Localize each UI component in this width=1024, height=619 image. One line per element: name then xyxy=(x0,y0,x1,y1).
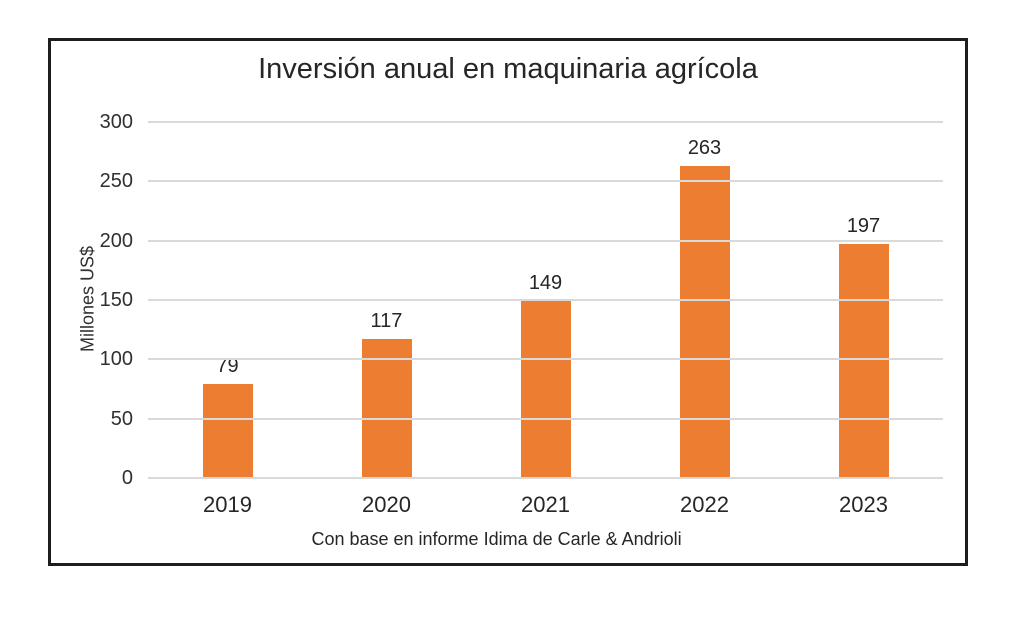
bar-value-label: 79 xyxy=(216,355,239,378)
x-tick-label: 2019 xyxy=(203,492,252,517)
y-tick-label: 0 xyxy=(121,467,133,489)
bar xyxy=(202,384,253,478)
y-tick-label: 50 xyxy=(110,407,133,430)
bar-slot: 117 xyxy=(307,122,466,478)
bar xyxy=(520,301,571,478)
bar-series: 79 117 149 263 197 xyxy=(148,122,943,478)
y-tick-label: 300 xyxy=(99,111,133,133)
gridline xyxy=(148,239,943,242)
x-tick-label: 2021 xyxy=(521,492,570,517)
y-tick-label: 150 xyxy=(99,289,133,311)
y-tick-label: 100 xyxy=(99,348,133,371)
y-tick-label: 250 xyxy=(99,170,133,193)
gridline xyxy=(148,121,943,123)
x-axis-tick-labels: 2019 2020 2021 2022 2023 xyxy=(148,492,943,518)
gridline xyxy=(148,299,943,301)
gridline xyxy=(148,477,943,479)
bar xyxy=(838,244,889,478)
gridline xyxy=(148,417,943,420)
bar-value-label: 197 xyxy=(846,215,881,238)
bar-slot: 263 xyxy=(625,122,784,478)
bar-value-label: 149 xyxy=(528,272,563,295)
x-tick-label: 2023 xyxy=(839,492,888,517)
x-tick-label: 2020 xyxy=(362,492,411,517)
y-axis-tick-labels: 0 50 100 150 200 250 300 xyxy=(51,112,133,488)
chart-title: Inversión anual en maquinaria agrícola xyxy=(258,53,758,85)
bar-value-label: 263 xyxy=(687,136,722,159)
source-caption: Con base en informe Idima de Carle & And… xyxy=(311,529,682,549)
bar xyxy=(679,165,730,478)
gridline xyxy=(148,358,943,361)
gridline xyxy=(148,180,943,183)
bar-slot: 149 xyxy=(466,122,625,478)
y-tick-label: 200 xyxy=(99,229,133,252)
chart-frame: Inversión anual en maquinaria agrícola M… xyxy=(48,38,968,566)
plot-area: 79 117 149 263 197 xyxy=(148,121,943,479)
bar-slot: 79 xyxy=(148,122,307,478)
bar-value-label: 117 xyxy=(370,310,403,333)
x-tick-label: 2022 xyxy=(680,492,729,517)
bar xyxy=(361,339,412,478)
bar-slot: 197 xyxy=(784,122,943,478)
